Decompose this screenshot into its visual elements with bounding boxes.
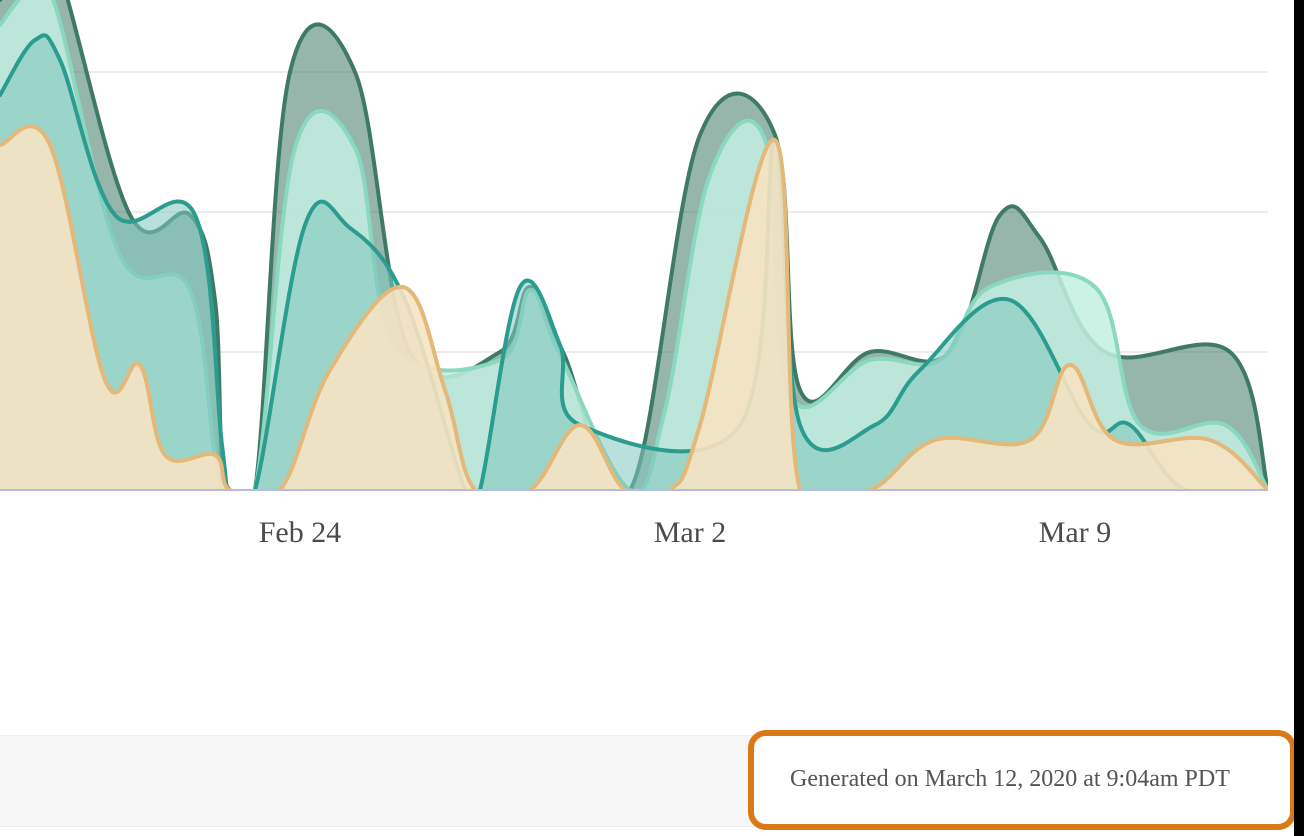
area-chart xyxy=(0,0,1304,836)
x-axis-label: Mar 2 xyxy=(654,516,726,550)
x-axis-label: Mar 9 xyxy=(1039,516,1111,550)
chart-container xyxy=(0,0,1304,836)
generated-timestamp: Generated on March 12, 2020 at 9:04am PD… xyxy=(790,766,1230,793)
right-edge-crop xyxy=(1294,0,1304,836)
x-axis-label: Feb 24 xyxy=(259,516,342,550)
